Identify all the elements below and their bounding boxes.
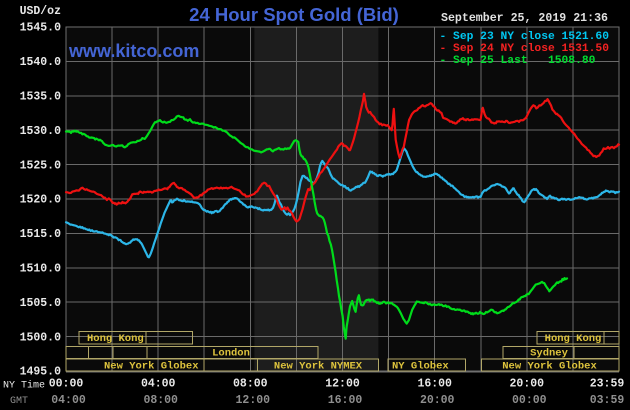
svg-text:NY Globex: NY Globex [392, 361, 449, 373]
svg-text:08:00: 08:00 [143, 394, 178, 407]
svg-text:1525.0: 1525.0 [20, 159, 62, 172]
svg-text:23:59: 23:59 [590, 378, 625, 391]
svg-text:12:00: 12:00 [236, 394, 271, 407]
svg-text:20:00: 20:00 [420, 394, 455, 407]
svg-text:www.kitco.com: www.kitco.com [68, 41, 199, 61]
svg-text:04:00: 04:00 [141, 378, 176, 391]
svg-text:12:00: 12:00 [325, 378, 360, 391]
svg-text:1520.0: 1520.0 [20, 194, 62, 207]
svg-text:04:00: 04:00 [51, 394, 86, 407]
svg-text:1545.0: 1545.0 [20, 22, 62, 35]
svg-text:20:00: 20:00 [510, 378, 545, 391]
svg-text:GMT: GMT [10, 396, 28, 407]
svg-text:NY Time: NY Time [3, 380, 45, 392]
svg-text:16:00: 16:00 [417, 378, 452, 391]
svg-text:1530.0: 1530.0 [20, 125, 62, 138]
svg-text:00:00: 00:00 [49, 378, 84, 391]
svg-text:Hong Kong: Hong Kong [545, 333, 602, 345]
svg-text:1510.0: 1510.0 [20, 263, 62, 276]
svg-text:1505.0: 1505.0 [20, 297, 62, 310]
svg-text:1495.0: 1495.0 [20, 366, 62, 379]
svg-text:1500.0: 1500.0 [20, 331, 62, 344]
svg-text:New York Globex: New York Globex [502, 361, 597, 373]
svg-text:Sydney: Sydney [530, 348, 569, 360]
svg-text:24 Hour Spot Gold (Bid): 24 Hour Spot Gold (Bid) [189, 4, 399, 25]
svg-text:08:00: 08:00 [233, 378, 268, 391]
svg-text:London: London [212, 348, 250, 360]
svg-text:1535.0: 1535.0 [20, 91, 62, 104]
svg-text:- Sep 25 Last 1508.80: - Sep 25 Last 1508.80 [440, 55, 596, 67]
svg-text:1515.0: 1515.0 [20, 228, 62, 241]
svg-text:USD/oz: USD/oz [20, 5, 62, 18]
svg-text:Hong Kong: Hong Kong [87, 333, 144, 345]
svg-text:00:00: 00:00 [512, 394, 547, 407]
svg-text:New York NYMEX: New York NYMEX [274, 361, 363, 373]
svg-text:1540.0: 1540.0 [20, 56, 62, 69]
svg-text:New York Globex: New York Globex [104, 361, 199, 373]
svg-text:- Sep 23 NY close 1521.60: - Sep 23 NY close 1521.60 [440, 31, 610, 43]
svg-text:03:59: 03:59 [590, 394, 625, 407]
svg-text:September 25, 2019 21:36: September 25, 2019 21:36 [441, 12, 608, 25]
svg-text:- Sep 24 NY close 1531.50: - Sep 24 NY close 1531.50 [440, 43, 610, 55]
svg-text:16:00: 16:00 [328, 394, 363, 407]
